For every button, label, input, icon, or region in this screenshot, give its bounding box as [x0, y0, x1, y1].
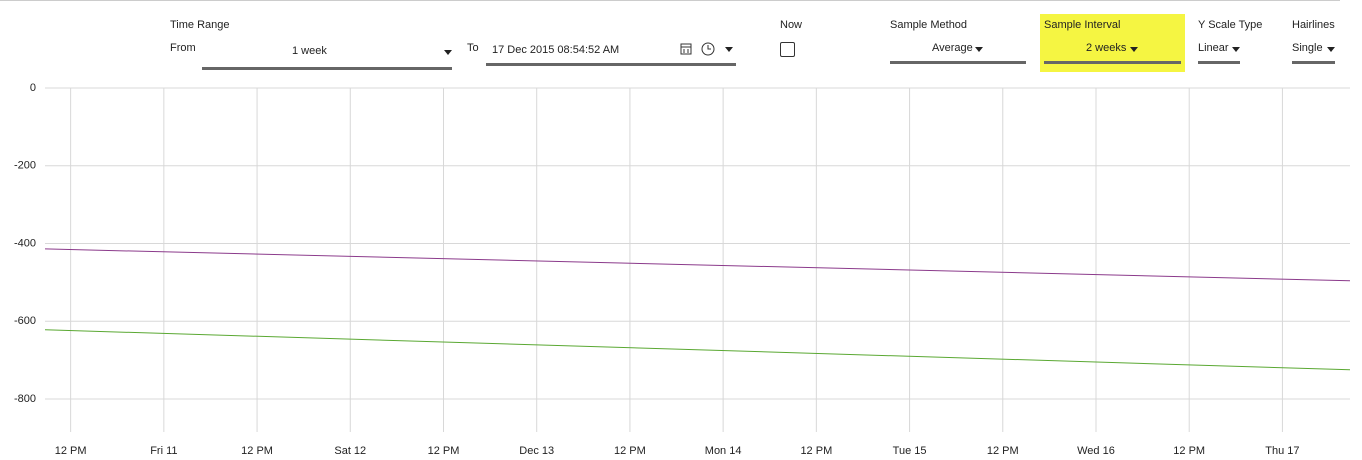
to-label: To: [467, 42, 479, 54]
sample-interval-label: Sample Interval: [1044, 19, 1121, 31]
dropdown-arrow[interactable]: [444, 50, 452, 55]
underline: [1198, 61, 1240, 64]
hairlines-label: Hairlines: [1292, 19, 1335, 31]
underline: [202, 67, 452, 70]
x-tick-label: Sat 12: [334, 445, 366, 457]
x-tick-label: 12 PM: [55, 445, 87, 457]
dropdown-arrow[interactable]: [1327, 47, 1335, 52]
time-range-label: Time Range: [170, 19, 230, 31]
series-line: [44, 248, 1351, 282]
underline: [486, 63, 736, 66]
y-tick-label: 0: [30, 82, 36, 94]
x-tick-label: 12 PM: [987, 445, 1019, 457]
y-tick-label: -200: [14, 160, 36, 172]
date-icons[interactable]: [680, 42, 740, 58]
dropdown-arrow[interactable]: [1130, 47, 1138, 52]
y-tick-label: -600: [14, 315, 36, 327]
now-label: Now: [780, 19, 803, 31]
x-tick-label: 12 PM: [1173, 445, 1205, 457]
y-tick-label: -800: [14, 393, 36, 405]
hairlines-value[interactable]: Single: [1292, 42, 1323, 54]
x-tick-label: 12 PM: [241, 445, 273, 457]
underline: [890, 61, 1026, 64]
x-tick-label: 12 PM: [614, 445, 646, 457]
x-tick-label: Wed 16: [1077, 445, 1115, 457]
now-checkbox[interactable]: [780, 42, 795, 57]
x-tick-label: 12 PM: [428, 445, 460, 457]
dropdown-arrow[interactable]: [975, 47, 983, 52]
dropdown-arrow[interactable]: [1232, 47, 1240, 52]
to-value[interactable]: 17 Dec 2015 08:54:52 AM: [492, 44, 620, 56]
underline: [1292, 61, 1335, 64]
from-value[interactable]: 1 week: [292, 45, 327, 57]
x-tick-label: Tue 15: [893, 445, 927, 457]
x-tick-label: Thu 17: [1265, 445, 1299, 457]
sample-method-label: Sample Method: [890, 19, 968, 31]
y-scale-type-label: Y Scale Type: [1198, 19, 1263, 31]
series-line: [44, 329, 1351, 371]
x-tick-label: Dec 13: [519, 445, 554, 457]
underline: [1044, 61, 1181, 64]
y-tick-label: -400: [14, 237, 36, 249]
sample-method-value[interactable]: Average: [932, 42, 973, 54]
y-scale-type-value[interactable]: Linear: [1198, 42, 1229, 54]
sample-interval-value[interactable]: 2 weeks: [1086, 42, 1127, 54]
from-label: From: [170, 42, 196, 54]
x-tick-label: 12 PM: [800, 445, 832, 457]
x-tick-label: Mon 14: [705, 445, 742, 457]
x-tick-label: Fri 11: [150, 445, 177, 457]
